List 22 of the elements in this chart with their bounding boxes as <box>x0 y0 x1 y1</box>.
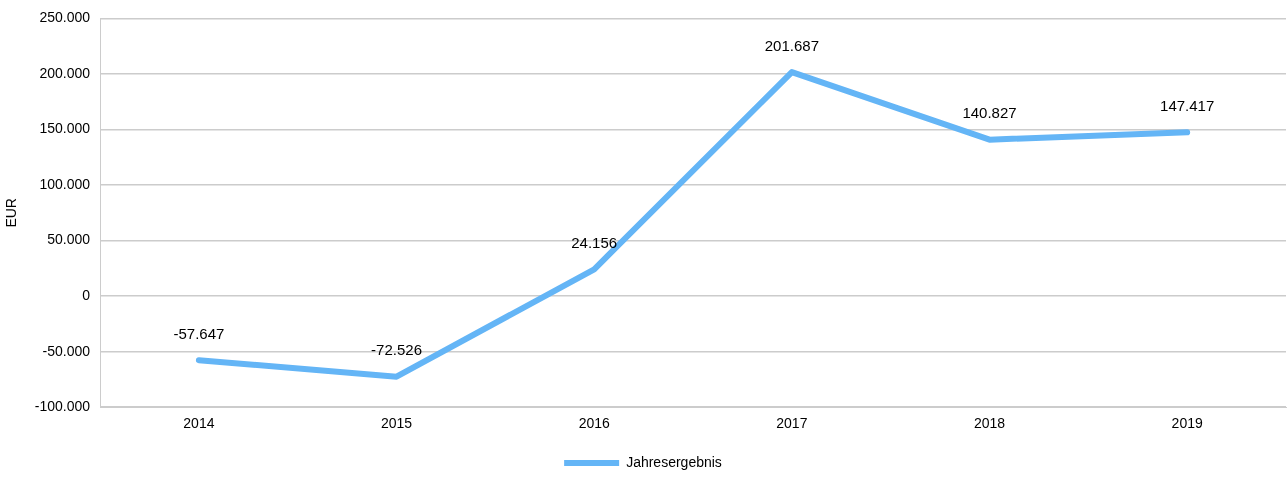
y-tick-label: 100.000 <box>39 175 91 192</box>
data-label: 24.156 <box>571 233 618 251</box>
y-tick-label: 0 <box>82 286 91 303</box>
x-tick-label: 2015 <box>380 415 413 432</box>
data-label: -72.526 <box>371 341 422 359</box>
x-tick-label: 2016 <box>578 415 610 432</box>
data-label: 147.417 <box>1160 97 1215 114</box>
y-tick-label: 50.000 <box>47 231 91 248</box>
y-axis-title: EUR <box>3 198 20 228</box>
legend-label: Jahresergebnis <box>626 453 722 470</box>
x-tick-label: 2014 <box>183 415 215 432</box>
x-tick-label: 2017 <box>776 415 808 432</box>
y-tick-label: -50.000 <box>42 342 91 359</box>
data-label: 140.827 <box>962 104 1017 122</box>
y-tick-label: 200.000 <box>39 64 91 81</box>
y-tick-label: 150.000 <box>39 120 91 137</box>
x-tick-label: 2019 <box>1171 415 1203 432</box>
data-label: 201.687 <box>764 36 819 54</box>
y-tick-label: -100.000 <box>34 398 91 415</box>
data-label: -57.647 <box>173 324 225 342</box>
x-tick-label: 2018 <box>973 415 1006 432</box>
y-tick-label: 250.000 <box>39 9 91 26</box>
